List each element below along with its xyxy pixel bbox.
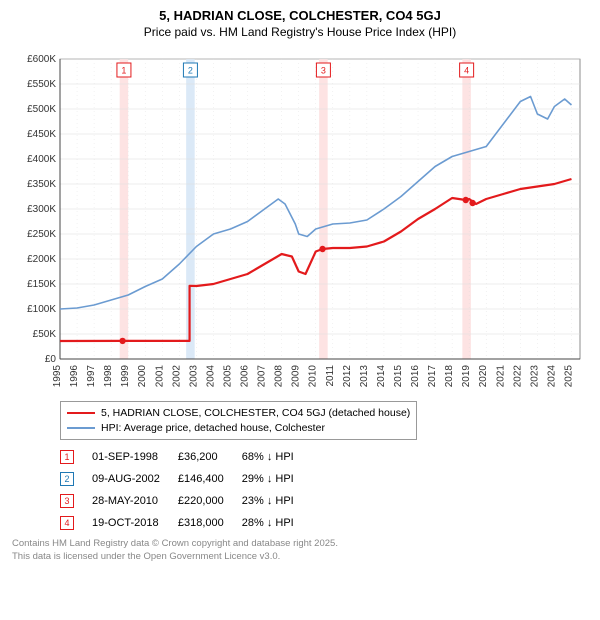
chart-title: 5, HADRIAN CLOSE, COLCHESTER, CO4 5GJ xyxy=(12,8,588,25)
svg-text:2019: 2019 xyxy=(461,364,472,387)
footer-line2: This data is licensed under the Open Gov… xyxy=(12,551,588,563)
svg-text:2001: 2001 xyxy=(154,364,165,387)
svg-text:2004: 2004 xyxy=(205,364,216,387)
svg-text:2002: 2002 xyxy=(171,364,182,387)
marker-rel: 68% ↓ HPI xyxy=(242,446,312,468)
marker-date: 19-OCT-2018 xyxy=(92,512,178,534)
svg-text:£350K: £350K xyxy=(27,179,56,190)
svg-text:2021: 2021 xyxy=(495,364,506,387)
svg-text:3: 3 xyxy=(321,65,326,75)
svg-text:2016: 2016 xyxy=(410,364,421,387)
svg-text:2014: 2014 xyxy=(376,364,387,387)
svg-text:2012: 2012 xyxy=(342,364,353,387)
svg-text:1999: 1999 xyxy=(120,364,131,387)
svg-text:2008: 2008 xyxy=(274,364,285,387)
legend-label: HPI: Average price, detached house, Colc… xyxy=(101,421,325,436)
svg-text:2009: 2009 xyxy=(291,364,302,387)
svg-text:£0: £0 xyxy=(45,354,57,365)
svg-text:£550K: £550K xyxy=(27,79,56,90)
legend-swatch xyxy=(67,427,95,429)
svg-text:2006: 2006 xyxy=(240,364,251,387)
svg-text:1998: 1998 xyxy=(103,364,114,387)
svg-text:£400K: £400K xyxy=(27,154,56,165)
svg-text:2: 2 xyxy=(188,65,193,75)
marker-rel: 29% ↓ HPI xyxy=(242,468,312,490)
footer: Contains HM Land Registry data © Crown c… xyxy=(12,538,588,563)
svg-text:2024: 2024 xyxy=(546,364,557,387)
marker-date: 09-AUG-2002 xyxy=(92,468,178,490)
svg-text:1: 1 xyxy=(121,65,126,75)
svg-text:£50K: £50K xyxy=(33,329,57,340)
svg-text:2010: 2010 xyxy=(308,364,319,387)
marker-price: £146,400 xyxy=(178,468,242,490)
chart-svg: £0 £50K £100K £150K £200K £250K £300K £350K £400… xyxy=(12,45,588,395)
marker-number-box: 2 xyxy=(60,472,74,486)
svg-text:2018: 2018 xyxy=(444,364,455,387)
legend-label: 5, HADRIAN CLOSE, COLCHESTER, CO4 5GJ (d… xyxy=(101,406,410,421)
legend: 5, HADRIAN CLOSE, COLCHESTER, CO4 5GJ (d… xyxy=(60,401,417,440)
marker-number-box: 4 xyxy=(60,516,74,530)
marker-row: 4 19-OCT-2018£318,00028% ↓ HPI xyxy=(60,512,312,534)
svg-text:1997: 1997 xyxy=(86,364,97,387)
svg-text:2023: 2023 xyxy=(529,364,540,387)
marker-row: 2 09-AUG-2002£146,40029% ↓ HPI xyxy=(60,468,312,490)
svg-text:£450K: £450K xyxy=(27,129,56,140)
marker-date: 28-MAY-2010 xyxy=(92,490,178,512)
svg-text:1995: 1995 xyxy=(52,364,63,387)
marker-row: 3 28-MAY-2010£220,00023% ↓ HPI xyxy=(60,490,312,512)
svg-text:4: 4 xyxy=(464,65,469,75)
marker-price: £36,200 xyxy=(178,446,242,468)
svg-text:2005: 2005 xyxy=(222,364,233,387)
marker-price: £318,000 xyxy=(178,512,242,534)
legend-swatch xyxy=(67,412,95,414)
marker-number-box: 3 xyxy=(60,494,74,508)
svg-text:2000: 2000 xyxy=(137,364,148,387)
marker-rel: 23% ↓ HPI xyxy=(242,490,312,512)
svg-text:2025: 2025 xyxy=(563,364,574,387)
svg-text:1996: 1996 xyxy=(69,364,80,387)
chart-area: £0 £50K £100K £150K £200K £250K £300K £350K £400… xyxy=(12,45,588,395)
svg-text:2017: 2017 xyxy=(427,364,438,387)
svg-text:2003: 2003 xyxy=(188,364,199,387)
svg-text:2007: 2007 xyxy=(257,364,268,387)
marker-rel: 28% ↓ HPI xyxy=(242,512,312,534)
legend-row: HPI: Average price, detached house, Colc… xyxy=(67,421,410,436)
marker-number-box: 1 xyxy=(60,450,74,464)
svg-text:2020: 2020 xyxy=(478,364,489,387)
svg-text:2022: 2022 xyxy=(512,364,523,387)
event-marker-table: 1 01-SEP-1998£36,20068% ↓ HPI 2 09-AUG-2002… xyxy=(60,446,312,534)
chart-subtitle: Price paid vs. HM Land Registry's House … xyxy=(12,25,588,39)
svg-text:£500K: £500K xyxy=(27,104,56,115)
marker-row: 1 01-SEP-1998£36,20068% ↓ HPI xyxy=(60,446,312,468)
svg-text:2013: 2013 xyxy=(359,364,370,387)
chart-container: 5, HADRIAN CLOSE, COLCHESTER, CO4 5GJ Pr… xyxy=(0,0,600,620)
svg-text:£150K: £150K xyxy=(27,279,56,290)
svg-text:£200K: £200K xyxy=(27,254,56,265)
marker-date: 01-SEP-1998 xyxy=(92,446,178,468)
svg-text:2011: 2011 xyxy=(325,364,336,386)
footer-line1: Contains HM Land Registry data © Crown c… xyxy=(12,538,588,550)
svg-text:£300K: £300K xyxy=(27,204,56,215)
svg-text:£100K: £100K xyxy=(27,304,56,315)
legend-row: 5, HADRIAN CLOSE, COLCHESTER, CO4 5GJ (d… xyxy=(67,406,410,421)
svg-text:£250K: £250K xyxy=(27,229,56,240)
marker-price: £220,000 xyxy=(178,490,242,512)
svg-text:2015: 2015 xyxy=(393,364,404,387)
svg-text:£600K: £600K xyxy=(27,54,56,65)
